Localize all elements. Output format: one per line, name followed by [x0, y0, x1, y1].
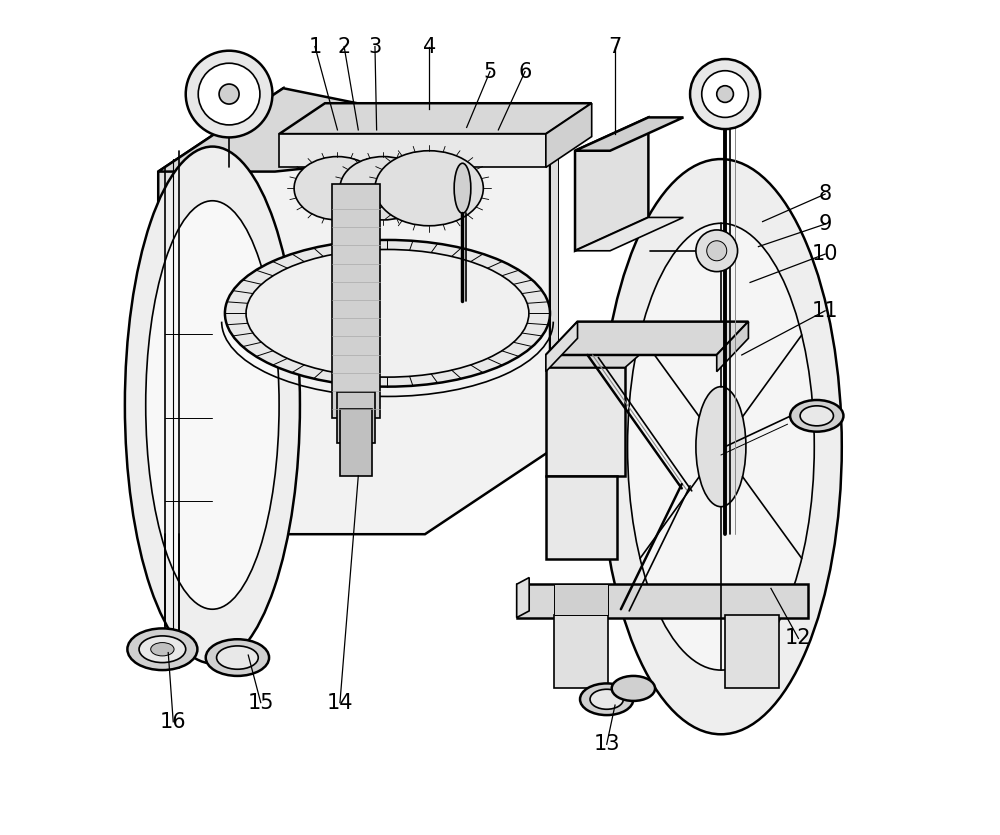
Text: 14: 14: [327, 692, 353, 712]
Text: 4: 4: [423, 37, 436, 57]
Ellipse shape: [454, 164, 471, 213]
Ellipse shape: [628, 223, 814, 670]
Polygon shape: [546, 476, 617, 559]
Text: 3: 3: [368, 37, 382, 57]
Circle shape: [702, 71, 748, 118]
Polygon shape: [546, 104, 592, 167]
Text: 6: 6: [518, 62, 532, 82]
Ellipse shape: [294, 157, 381, 220]
Text: 16: 16: [160, 711, 187, 731]
Polygon shape: [550, 143, 558, 451]
Ellipse shape: [800, 406, 833, 426]
Text: 8: 8: [819, 184, 832, 204]
Polygon shape: [575, 118, 648, 250]
Polygon shape: [546, 338, 658, 367]
Ellipse shape: [790, 400, 843, 432]
Polygon shape: [517, 578, 529, 618]
Polygon shape: [546, 367, 625, 476]
Ellipse shape: [696, 387, 746, 507]
Ellipse shape: [151, 643, 174, 656]
Circle shape: [198, 63, 260, 125]
Text: 12: 12: [785, 629, 812, 649]
Text: 15: 15: [248, 692, 274, 712]
Circle shape: [186, 51, 272, 138]
Bar: [337, 392, 375, 443]
Ellipse shape: [600, 159, 842, 734]
Text: 5: 5: [483, 62, 497, 82]
Polygon shape: [554, 584, 608, 615]
Ellipse shape: [590, 689, 623, 709]
Bar: [725, 615, 779, 688]
Polygon shape: [158, 89, 283, 225]
Ellipse shape: [340, 157, 427, 220]
Bar: [554, 615, 608, 688]
Text: 7: 7: [608, 37, 622, 57]
Text: 11: 11: [812, 301, 838, 321]
Text: 13: 13: [593, 734, 620, 754]
Ellipse shape: [246, 250, 529, 377]
Bar: [332, 184, 380, 418]
Text: 10: 10: [812, 244, 838, 264]
Circle shape: [696, 230, 738, 271]
Text: 1: 1: [308, 37, 322, 57]
Circle shape: [690, 59, 760, 129]
Circle shape: [219, 84, 239, 104]
Ellipse shape: [206, 640, 269, 676]
Polygon shape: [158, 89, 550, 171]
Ellipse shape: [125, 147, 300, 664]
Polygon shape: [575, 217, 683, 250]
Circle shape: [707, 240, 727, 261]
Bar: [340, 409, 372, 476]
Polygon shape: [717, 321, 748, 372]
Polygon shape: [279, 104, 592, 134]
Polygon shape: [158, 143, 550, 534]
Polygon shape: [546, 321, 748, 355]
Polygon shape: [575, 118, 683, 151]
Polygon shape: [279, 134, 546, 167]
Text: 9: 9: [818, 214, 832, 234]
Ellipse shape: [375, 151, 483, 225]
Ellipse shape: [139, 636, 186, 663]
Ellipse shape: [225, 240, 550, 387]
Ellipse shape: [612, 676, 655, 701]
Ellipse shape: [127, 629, 197, 670]
Ellipse shape: [146, 200, 279, 610]
Polygon shape: [517, 584, 808, 618]
Text: 2: 2: [337, 37, 351, 57]
Ellipse shape: [580, 683, 633, 715]
Polygon shape: [546, 321, 578, 372]
Ellipse shape: [217, 646, 258, 669]
Circle shape: [717, 86, 733, 103]
